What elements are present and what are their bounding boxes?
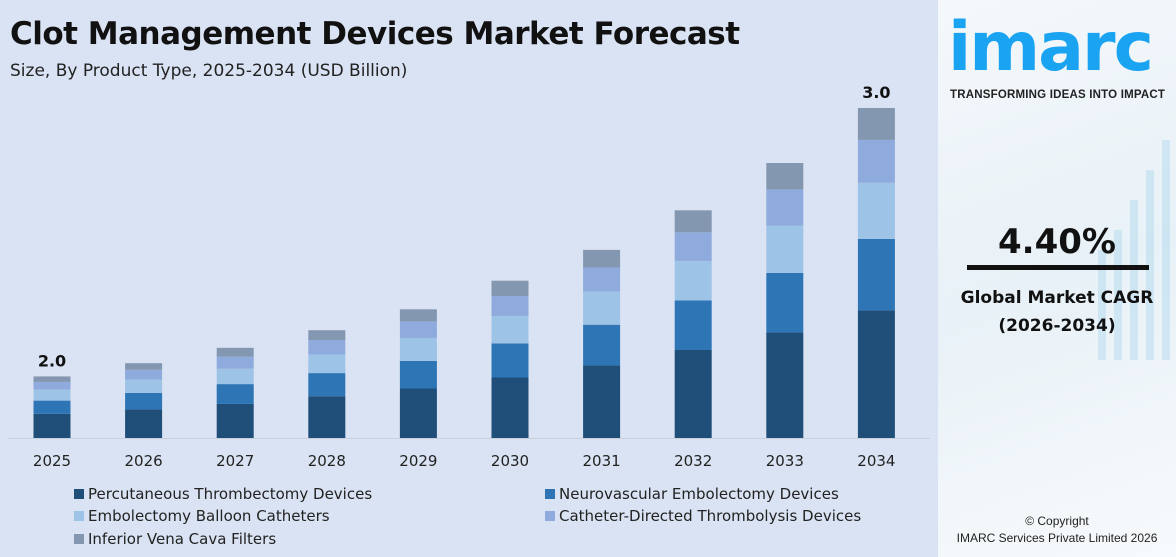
divider xyxy=(967,265,1149,270)
bar-segment-2026-1 xyxy=(125,392,163,410)
bar-plot: 2025 2.0 2026 2027 2028 2029 2030 2031 2032 2033 2… xyxy=(8,83,930,470)
bar-segment-2033-1 xyxy=(766,273,804,333)
chart-area: Clot Management Devices Market Forecast … xyxy=(8,16,930,548)
bar-segment-2029-2 xyxy=(399,337,437,361)
cagr-label-text: Global Market CAGR xyxy=(960,288,1154,308)
bar-segment-2026-2 xyxy=(125,379,163,393)
bar-segment-2030-1 xyxy=(491,343,529,378)
bar-segment-2025-4 xyxy=(33,376,71,382)
x-tick-label: 2033 xyxy=(766,452,804,470)
bar-segment-2032-2 xyxy=(674,260,712,301)
copyright-line-1: © Copyright xyxy=(1025,514,1089,528)
bar-segment-2027-0 xyxy=(216,403,254,438)
bar-segment-2027-2 xyxy=(216,368,254,385)
bar-segment-2026-0 xyxy=(125,409,163,438)
bar-segment-2025-1 xyxy=(33,400,71,414)
legend-item: Inferior Vena Cava Filters xyxy=(74,530,276,548)
bar-segment-2034-0 xyxy=(857,310,895,438)
x-tick-label: 2034 xyxy=(857,452,895,470)
legend-label: Inferior Vena Cava Filters xyxy=(88,530,277,548)
bar-segment-2031-4 xyxy=(583,249,621,268)
bar-segment-2028-3 xyxy=(308,340,346,355)
legend-swatch xyxy=(74,489,84,499)
legend-label: Percutaneous Thrombectomy Devices xyxy=(88,485,373,503)
legend-item: Catheter-Directed Thrombolysis Devices xyxy=(545,507,861,525)
chart-title: Clot Management Devices Market Forecast xyxy=(10,16,740,52)
bar-segment-2032-3 xyxy=(674,232,712,261)
bar-segment-2031-3 xyxy=(583,267,621,292)
bar-segment-2027-3 xyxy=(216,356,254,369)
legend-item: Embolectomy Balloon Catheters xyxy=(74,507,330,525)
x-tick-label: 2032 xyxy=(674,452,712,470)
legend-label: Catheter-Directed Thrombolysis Devices xyxy=(559,507,862,525)
legend-label: Neurovascular Embolectomy Devices xyxy=(559,485,839,503)
sidebar-panel: imarc TRANSFORMING IDEAS INTO IMPACT 4.4… xyxy=(938,0,1176,557)
bar-segment-2029-3 xyxy=(399,321,437,338)
bar-segment-2033-4 xyxy=(766,163,804,190)
x-tick-label: 2026 xyxy=(125,452,163,470)
legend-swatch xyxy=(545,511,555,521)
bar-segment-2034-2 xyxy=(857,182,895,239)
bar-segment-2033-2 xyxy=(766,225,804,273)
bar-segment-2034-3 xyxy=(857,139,895,183)
x-tick-label: 2030 xyxy=(491,452,529,470)
bar-segment-2034-4 xyxy=(857,108,895,140)
bar-segment-2027-4 xyxy=(216,347,254,357)
copyright-line-2: IMARC Services Private Limited 2026 xyxy=(956,531,1158,545)
bar-segment-2030-0 xyxy=(491,377,529,438)
bar-segment-2029-1 xyxy=(399,361,437,389)
bar-segment-2029-4 xyxy=(399,309,437,322)
bar-segment-2028-0 xyxy=(308,396,346,438)
bar-segment-2025-3 xyxy=(33,381,71,390)
x-tick-label: 2031 xyxy=(583,452,621,470)
bar-segment-2026-3 xyxy=(125,369,163,380)
bar-segment-2030-4 xyxy=(491,280,529,297)
bar-segment-2030-2 xyxy=(491,315,529,344)
bar-segment-2029-0 xyxy=(399,388,437,438)
bar-segment-2031-2 xyxy=(583,291,621,325)
legend-swatch xyxy=(545,489,555,499)
data-label-2025: 2.0 xyxy=(38,351,66,370)
cagr-label: Global Market CAGR (2026-2034) xyxy=(938,284,1176,340)
bar-segment-2026-4 xyxy=(125,363,163,370)
bar-segment-2034-1 xyxy=(857,238,895,311)
bar-segment-2025-2 xyxy=(33,389,71,401)
x-tick-label: 2027 xyxy=(216,452,254,470)
legend-swatch xyxy=(74,511,84,521)
bar-segment-2027-1 xyxy=(216,384,254,404)
bar-segment-2025-0 xyxy=(33,413,71,438)
bar-segment-2030-3 xyxy=(491,296,529,316)
background-chart-decoration xyxy=(1098,140,1170,360)
x-tick-label: 2028 xyxy=(308,452,346,470)
legend-item: Neurovascular Embolectomy Devices xyxy=(545,485,839,503)
data-label-2034: 3.0 xyxy=(862,83,890,102)
bar-segment-2032-1 xyxy=(674,300,712,350)
copyright: © Copyright IMARC Services Private Limit… xyxy=(938,513,1176,547)
x-tick-label: 2025 xyxy=(33,452,71,470)
bar-segment-2028-2 xyxy=(308,354,346,374)
bar-segment-2033-3 xyxy=(766,189,804,226)
legend-swatch xyxy=(74,534,84,544)
x-tick-label: 2029 xyxy=(399,452,437,470)
cagr-period: (2026-2034) xyxy=(998,316,1116,336)
bar-segment-2033-0 xyxy=(766,332,804,438)
cagr-value: 4.40% xyxy=(998,222,1116,262)
bar-segment-2028-1 xyxy=(308,373,346,397)
bar-segment-2032-4 xyxy=(674,210,712,233)
legend-item: Percutaneous Thrombectomy Devices xyxy=(74,485,372,503)
bar-segment-2031-1 xyxy=(583,324,621,366)
bar-segment-2028-4 xyxy=(308,330,346,341)
bar-segment-2031-0 xyxy=(583,365,621,438)
imarc-logo: imarc xyxy=(948,8,1154,87)
legend-label: Embolectomy Balloon Catheters xyxy=(88,507,330,525)
chart-subtitle: Size, By Product Type, 2025-2034 (USD Bi… xyxy=(10,61,408,81)
bar-segment-2032-0 xyxy=(674,350,712,438)
logo-tagline: TRANSFORMING IDEAS INTO IMPACT xyxy=(950,89,1166,101)
